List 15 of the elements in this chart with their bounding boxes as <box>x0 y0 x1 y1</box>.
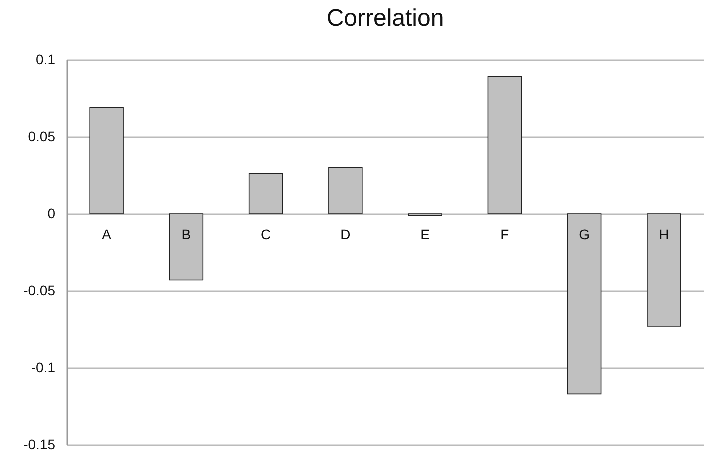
x-tick-label: H <box>659 226 670 242</box>
y-tick-label: -0.05 <box>24 282 56 298</box>
x-tick-label: G <box>579 226 590 242</box>
y-tick-label: -0.15 <box>24 436 56 452</box>
y-tick-label: 0 <box>48 206 56 222</box>
y-tick-label: 0.1 <box>36 52 56 68</box>
x-tick-label: D <box>340 226 351 242</box>
x-tick-label: F <box>500 226 510 242</box>
x-tick-label: C <box>261 226 272 242</box>
x-tick-label: E <box>420 226 430 242</box>
y-tick-label: 0.05 <box>28 128 56 144</box>
y-tick-label: -0.1 <box>31 360 56 376</box>
x-tick-label: B <box>182 226 192 242</box>
chart-title: Correlation <box>326 5 444 32</box>
x-tick-label: A <box>102 226 112 242</box>
